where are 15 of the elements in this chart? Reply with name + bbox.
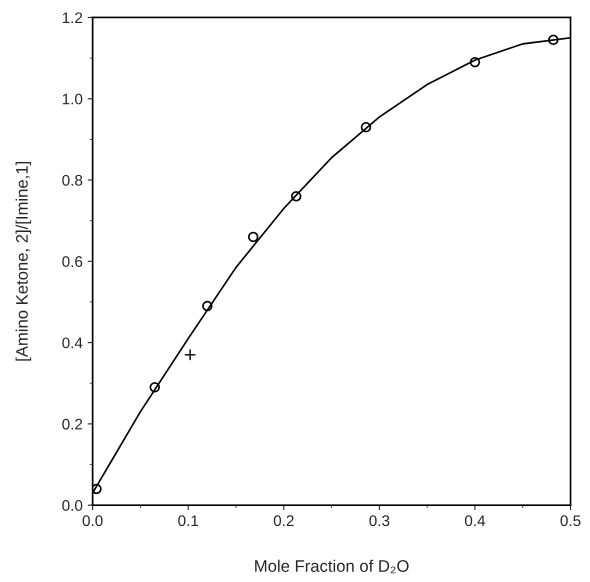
x-axis-title: Mole Fraction of D₂O (255, 560, 409, 574)
x-tick-label: 0.4 (464, 515, 486, 526)
x-tick-label: 0.3 (369, 515, 390, 526)
y-tick-label: 0.2 (62, 418, 82, 430)
y-tick-label: 0.6 (62, 256, 82, 268)
y-tick-label: 0.0 (62, 500, 82, 511)
x-tick-label: 0.1 (178, 515, 198, 526)
y-tick-label: 0.8 (62, 174, 82, 186)
y-tick-label: 1.0 (62, 94, 82, 104)
y-tick-label: 0.4 (62, 337, 82, 348)
x-tick-label: 0.2 (274, 515, 294, 526)
y-tick-label: 1.2 (62, 12, 82, 23)
x-tick-label: 0.5 (560, 515, 581, 526)
y-axis-title: [Amino Ketone, 2]/[Imine,1] (16, 162, 32, 361)
x-tick-label: 0.0 (82, 515, 103, 526)
